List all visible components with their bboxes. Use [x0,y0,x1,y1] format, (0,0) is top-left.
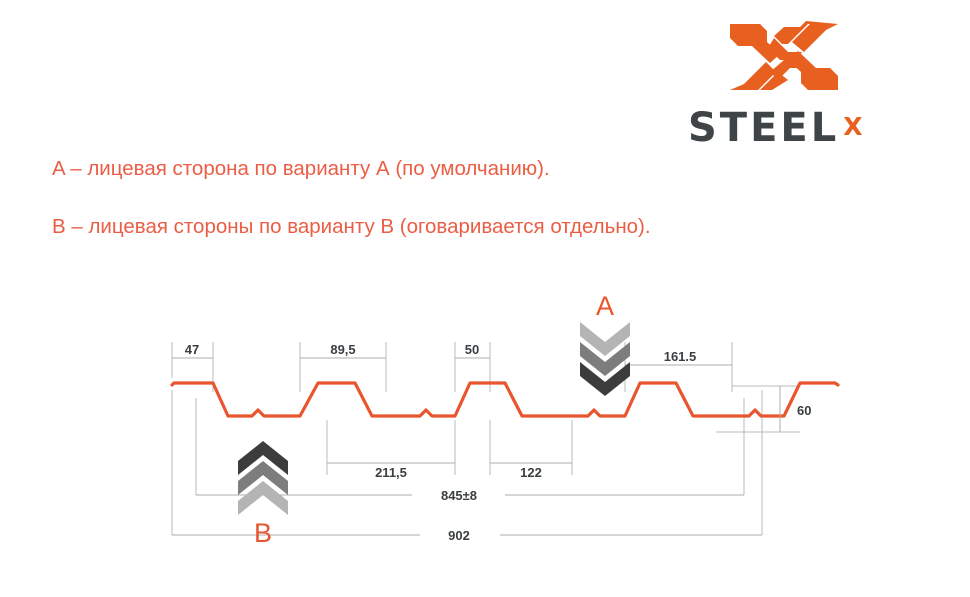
profile-technical-drawing: 47 89,5 50 161.5 211,5 122 845±8 902 60 … [0,280,970,570]
drawing-svg: 47 89,5 50 161.5 211,5 122 845±8 902 60 … [170,291,840,548]
dim-845-label: 845±8 [441,488,477,503]
witness-lines [171,342,800,535]
dim-161-5-label: 161.5 [664,349,697,364]
dim-902-label: 902 [448,528,470,543]
wordmark-x-suffix: X [843,112,863,141]
top-dimension-lines [172,357,732,366]
legend-line-variant-a: A – лицевая сторона по варианту А (по ум… [52,157,550,180]
dim-47-label: 47 [185,342,199,357]
brand-logo: STEEL X [688,18,938,148]
marker-b-chevrons [238,441,288,515]
dim-211-5-label: 211,5 [375,465,407,480]
marker-a: A [580,291,630,396]
dim-89-5-label: 89,5 [330,342,355,357]
steelx-x-logo-mark [730,18,840,96]
dim-60-label: 60 [797,403,811,418]
wordmark-steel: STEEL [688,105,840,151]
marker-b: B [238,441,288,548]
dim-122-label: 122 [520,465,542,480]
marker-a-chevrons [580,322,630,396]
corrugated-profile-line [170,381,840,418]
logo-mark-svg [730,21,838,90]
marker-b-letter: B [254,518,272,548]
legend-line-variant-b: B – лицевая стороны по варианту B (огова… [52,215,651,238]
marker-a-letter: A [596,291,614,321]
dim-50-label: 50 [465,342,479,357]
brand-wordmark: STEEL X [688,106,938,148]
